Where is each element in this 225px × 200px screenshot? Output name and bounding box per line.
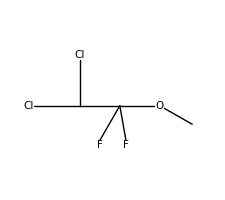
Text: F: F bbox=[97, 140, 103, 150]
Text: O: O bbox=[156, 101, 164, 111]
Text: Cl: Cl bbox=[75, 50, 85, 60]
Text: F: F bbox=[123, 140, 129, 150]
Text: Cl: Cl bbox=[23, 101, 34, 111]
